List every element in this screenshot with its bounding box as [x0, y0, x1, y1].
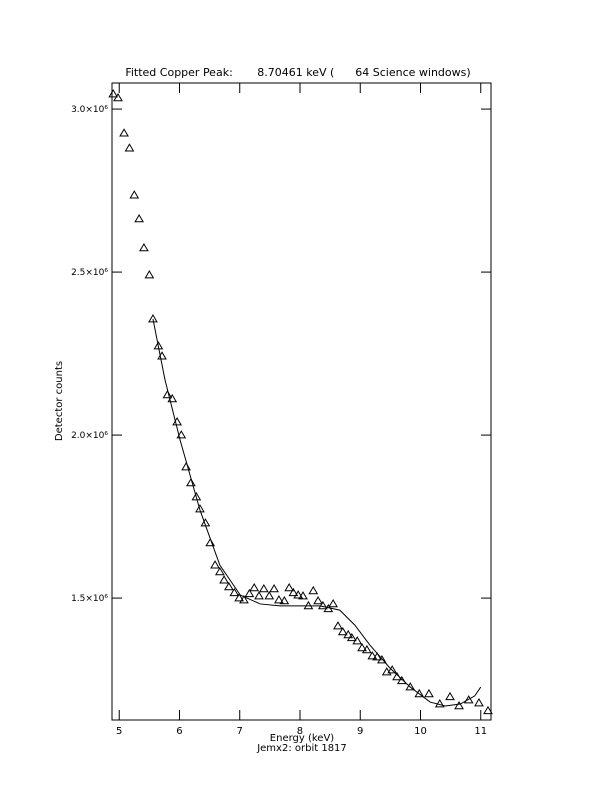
data-point: [445, 691, 455, 701]
data-point: [129, 190, 140, 199]
data-point: [119, 128, 129, 137]
data-point: [367, 651, 378, 660]
data-point: [148, 314, 158, 323]
y-tick-label: 2.0×10⁶: [71, 431, 108, 441]
data-point: [214, 567, 225, 576]
data-point: [284, 582, 295, 592]
data-point: [234, 593, 245, 602]
data-point: [205, 537, 216, 547]
data-point: [229, 587, 240, 597]
data-point: [387, 665, 398, 674]
data-point: [463, 695, 474, 704]
plot-frame: [111, 82, 492, 721]
y-tick-label: 3.0×10⁶: [71, 105, 108, 115]
data-point: [162, 389, 173, 399]
x-tick-label: 6: [176, 726, 182, 737]
data-point: [139, 242, 149, 252]
data-point: [186, 478, 196, 487]
data-point: [113, 93, 123, 102]
data-point: [337, 626, 348, 636]
data-point: [167, 393, 178, 403]
data-point: [176, 430, 187, 439]
data-point: [308, 585, 319, 595]
data-point: [396, 675, 407, 685]
data-point: [318, 600, 328, 610]
data-point: [134, 213, 144, 223]
data-point: [372, 652, 382, 661]
data-point: [405, 682, 416, 691]
data-point: [210, 560, 220, 569]
data-point: [124, 143, 135, 152]
x-tick-label: 8: [297, 726, 303, 737]
data-point: [279, 596, 290, 605]
data-point: [333, 621, 343, 630]
x-axis-label: Energy (keV): [270, 733, 335, 744]
data-point: [303, 600, 314, 610]
fit-line: [152, 318, 482, 707]
data-point: [414, 688, 425, 698]
data-point: [434, 699, 445, 708]
data-point: [274, 595, 284, 604]
x-tick-label: 7: [237, 726, 243, 737]
y-tick-label: 2.5×10⁶: [71, 268, 108, 278]
data-point: [258, 583, 269, 593]
data-point: [269, 583, 279, 593]
data-point: [195, 504, 205, 513]
data-point: [313, 596, 323, 605]
data-point: [144, 270, 155, 279]
data-point: [352, 636, 363, 645]
data-point: [249, 582, 260, 592]
x-tick-label: 9: [357, 726, 363, 737]
data-point: [362, 644, 372, 654]
data-point: [424, 688, 434, 698]
data-point: [219, 575, 229, 584]
data-point: [293, 590, 304, 599]
data-point: [298, 591, 308, 600]
x-tick-label: 10: [414, 726, 427, 737]
data-point: [191, 492, 202, 501]
data-point: [343, 629, 354, 639]
y-axis-label: Detector counts: [54, 361, 65, 441]
data-point: [224, 582, 234, 591]
data-point: [239, 595, 249, 604]
data-point: [454, 700, 464, 710]
data-point: [254, 591, 264, 600]
y-tick-label: 1.5×10⁶: [71, 594, 108, 604]
chart-title: Fitted Copper Peak: 8.70461 keV ( 64 Sci…: [125, 66, 470, 79]
x-tick-label: 11: [474, 726, 487, 737]
data-point: [346, 632, 357, 642]
data-point: [264, 591, 275, 600]
data-point: [288, 587, 299, 597]
data-point: [483, 705, 493, 715]
data-point: [377, 655, 387, 664]
data-point: [357, 642, 367, 652]
subtitle: Jemx2: orbit 1817: [256, 743, 347, 754]
data-point: [244, 588, 255, 598]
data-point: [108, 89, 119, 98]
x-tick-label: 5: [116, 726, 122, 737]
data-point: [474, 698, 484, 707]
data-point: [328, 598, 339, 608]
